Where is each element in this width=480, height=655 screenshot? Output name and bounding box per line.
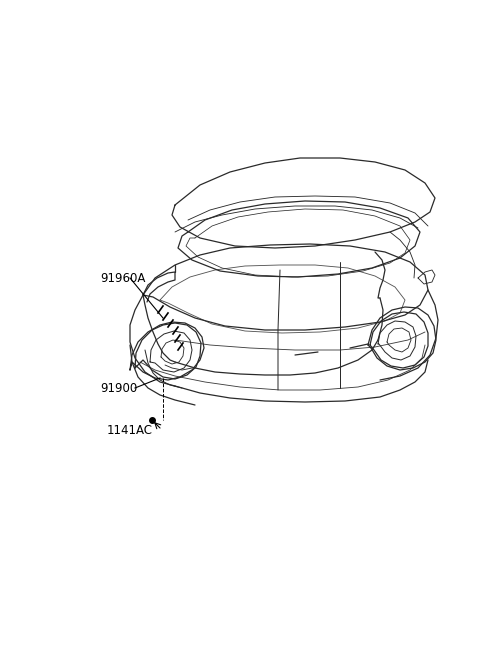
Text: 1141AC: 1141AC <box>107 424 153 436</box>
Text: 91900: 91900 <box>100 381 137 394</box>
Text: 91960A: 91960A <box>100 272 145 284</box>
